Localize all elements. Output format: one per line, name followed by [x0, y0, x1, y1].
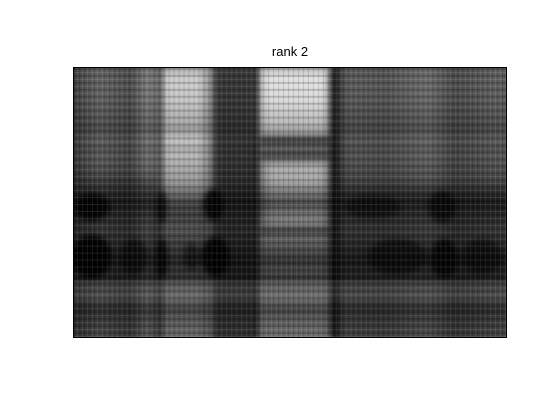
rank-2-image	[74, 68, 506, 337]
plot-title: rank 2	[0, 44, 560, 59]
image-axes	[73, 67, 507, 338]
